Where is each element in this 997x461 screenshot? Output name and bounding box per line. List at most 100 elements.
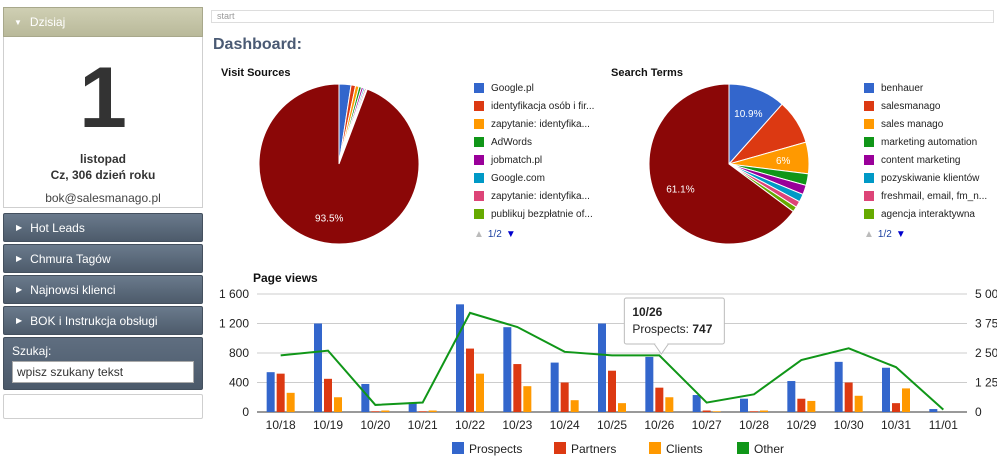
- page-up-icon[interactable]: ▲: [474, 228, 484, 240]
- legend-item[interactable]: benhauer: [864, 79, 987, 97]
- page-down-icon[interactable]: ▼: [895, 228, 906, 240]
- bar-prospects[interactable]: [550, 362, 559, 412]
- bar-clients[interactable]: [476, 373, 484, 412]
- bar-prospects[interactable]: [314, 323, 322, 413]
- bar-prospects[interactable]: [834, 361, 843, 412]
- bar-partners[interactable]: [371, 411, 380, 412]
- legend-item[interactable]: AdWords: [474, 133, 594, 151]
- bar-partners[interactable]: [797, 398, 806, 412]
- legend-item[interactable]: jobmatch.pl: [474, 151, 594, 169]
- x-tick-label: 10/31: [881, 418, 911, 432]
- bar-prospects[interactable]: [929, 409, 938, 412]
- legend-item[interactable]: Prospects: [452, 442, 522, 456]
- bar-partners[interactable]: [466, 348, 474, 412]
- bar-partners[interactable]: [750, 411, 758, 412]
- bar-clients[interactable]: [854, 395, 863, 412]
- bar-clients[interactable]: [807, 400, 816, 412]
- legend-item[interactable]: zapytanie: identyfika...: [474, 187, 594, 205]
- line-other[interactable]: [280, 311, 945, 411]
- bar-partners[interactable]: [418, 411, 427, 412]
- page-down-icon[interactable]: ▼: [505, 228, 516, 240]
- legend-item[interactable]: Other: [737, 442, 784, 456]
- today-header[interactable]: ▼ Dzisiaj: [3, 7, 203, 37]
- bar-prospects[interactable]: [408, 402, 417, 412]
- legend-item[interactable]: identyfikacja osób i fir...: [474, 97, 594, 115]
- bar-clients[interactable]: [428, 410, 437, 412]
- bar-clients[interactable]: [334, 397, 342, 412]
- bar-partners[interactable]: [702, 410, 711, 412]
- bar-clients[interactable]: [665, 397, 674, 412]
- legend-item[interactable]: zapytanie: identyfika...: [474, 115, 594, 133]
- breadcrumb[interactable]: start: [211, 10, 994, 23]
- bar-prospects[interactable]: [692, 395, 701, 412]
- y-tick-label-left: 1 600: [219, 287, 249, 301]
- bar-partners[interactable]: [608, 370, 616, 412]
- legend-swatch: [474, 101, 484, 111]
- bar-prospects[interactable]: [882, 367, 890, 412]
- legend-item[interactable]: marketing automation: [864, 133, 987, 151]
- bar-prospects[interactable]: [503, 327, 512, 412]
- nav-item-label: BOK i Instrukcja obsługi: [30, 313, 158, 328]
- bar-clients[interactable]: [523, 386, 532, 412]
- tooltip-pointer-mask: [655, 343, 668, 345]
- bar-prospects[interactable]: [456, 304, 464, 412]
- pie-slice[interactable]: [258, 83, 420, 245]
- nav-item-hot-leads[interactable]: ▶ Hot Leads: [3, 213, 203, 242]
- legend-swatch: [649, 442, 661, 454]
- legend-pager: ▲ 1/2 ▼: [864, 227, 987, 241]
- bar-prospects[interactable]: [740, 398, 748, 412]
- nav-item-tag-cloud[interactable]: ▶ Chmura Tagów: [3, 244, 203, 273]
- legend-label: zapytanie: identyfika...: [491, 118, 590, 130]
- legend-item[interactable]: Partners: [554, 442, 616, 456]
- legend-item[interactable]: pozyskiwanie klientów: [864, 169, 987, 187]
- search-input[interactable]: [12, 361, 194, 383]
- pie-slice-label: 93.5%: [315, 214, 343, 225]
- bar-partners[interactable]: [560, 382, 569, 413]
- bar-clients[interactable]: [381, 410, 390, 412]
- legend-swatch: [737, 442, 749, 454]
- legend-item[interactable]: sales manago: [864, 115, 987, 133]
- y-tick-label-right: 5 000: [975, 287, 997, 301]
- x-tick-label: 10/27: [692, 418, 722, 432]
- x-tick-label: 10/24: [550, 418, 580, 432]
- x-tick-label: 10/23: [502, 418, 532, 432]
- day-info: Cz, 306 dzień roku: [50, 168, 156, 182]
- page-up-icon[interactable]: ▲: [864, 228, 874, 240]
- bar-partners[interactable]: [892, 403, 900, 412]
- chart-tooltip: 10/26 Prospects: 747: [623, 297, 725, 355]
- bar-prospects[interactable]: [787, 381, 796, 412]
- page-views-title: Page views: [253, 271, 318, 285]
- bar-clients[interactable]: [902, 388, 910, 412]
- legend-item[interactable]: Google.com: [474, 169, 594, 187]
- pie-slice[interactable]: [648, 83, 795, 245]
- bar-prospects[interactable]: [361, 383, 370, 412]
- nav-item-support[interactable]: ▶ BOK i Instrukcja obsługi: [3, 306, 203, 335]
- bar-partners[interactable]: [655, 387, 664, 412]
- bar-prospects[interactable]: [266, 372, 275, 412]
- legend-item[interactable]: freshmail, email, fm_n...: [864, 187, 987, 205]
- bar-prospects[interactable]: [598, 323, 606, 413]
- legend-item[interactable]: Clients: [649, 442, 703, 456]
- month-name: listopad: [79, 152, 126, 166]
- bar-clients[interactable]: [618, 403, 626, 412]
- bar-prospects[interactable]: [645, 356, 654, 412]
- legend-swatch: [864, 173, 874, 183]
- legend-item[interactable]: salesmanago: [864, 97, 987, 115]
- bar-partners[interactable]: [844, 382, 853, 413]
- bar-partners[interactable]: [324, 378, 332, 412]
- bar-clients[interactable]: [760, 410, 768, 412]
- bar-clients[interactable]: [712, 411, 721, 412]
- legend-swatch: [474, 191, 484, 201]
- bar-clients[interactable]: [570, 400, 579, 412]
- legend-item[interactable]: content marketing: [864, 151, 987, 169]
- legend-item[interactable]: agencja interaktywna: [864, 205, 987, 223]
- legend-item[interactable]: publikuj bezpłatnie of...: [474, 205, 594, 223]
- legend-item[interactable]: Google.pl: [474, 79, 594, 97]
- legend-swatch: [474, 173, 484, 183]
- bar-partners[interactable]: [513, 364, 522, 412]
- bar-partners[interactable]: [276, 373, 285, 412]
- bar-clients[interactable]: [286, 392, 295, 412]
- search-panel: Szukaj:: [3, 337, 203, 390]
- x-tick-label: 10/22: [455, 418, 485, 432]
- nav-item-newest-clients[interactable]: ▶ Najnowsi klienci: [3, 275, 203, 304]
